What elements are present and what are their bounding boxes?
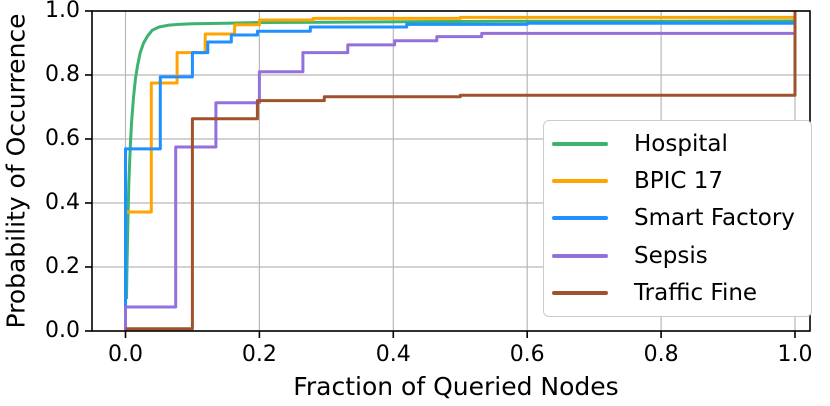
x-axis-label: Fraction of Queried Nodes [293, 372, 619, 401]
legend-label: Traffic Fine [634, 280, 758, 307]
y-tick-label: 0.2 [45, 254, 80, 279]
series-line-smart-factory [124, 21, 795, 331]
series-line-hospital [125, 19, 796, 300]
y-tick-label: 0.6 [45, 126, 80, 151]
legend-item-bpic17: BPIC 17 [552, 163, 803, 200]
legend-item-hospital: Hospital [552, 125, 803, 162]
legend-label: BPIC 17 [634, 168, 724, 195]
legend-line-swatch [552, 141, 608, 146]
legend-item-sepsis: Sepsis [552, 237, 803, 274]
legend-label: Sepsis [634, 242, 708, 269]
series-line-sepsis [124, 31, 795, 331]
y-tick-label: 1.0 [45, 0, 80, 23]
x-tick-label: 0.8 [643, 342, 679, 367]
legend-item-smart-factory: Smart Factory [552, 200, 803, 237]
x-tick-label: 0.6 [509, 342, 545, 367]
y-tick-label: 0.0 [45, 318, 80, 343]
x-tick-label: 0.2 [241, 342, 277, 367]
legend-line-swatch [552, 291, 608, 296]
series-line-traffic-fine [125, 11, 797, 331]
y-tick-label: 0.4 [45, 190, 80, 215]
legend-item-traffic-fine: Traffic Fine [552, 275, 803, 312]
legend-line-swatch [552, 253, 608, 258]
legend-line-swatch [552, 179, 608, 184]
legend-label: Hospital [634, 130, 728, 157]
legend-line-swatch [552, 216, 608, 221]
y-tick-label: 0.8 [45, 62, 80, 87]
x-tick-label: 0.4 [375, 342, 411, 367]
legend: Hospital BPIC 17 Smart Factory Sepsis Tr… [543, 120, 812, 317]
legend-label: Smart Factory [634, 205, 795, 232]
x-tick-label: 1.0 [777, 342, 813, 367]
x-tick-label: 0.0 [108, 342, 143, 367]
y-axis-label: Probability of Occurrence [1, 13, 31, 329]
